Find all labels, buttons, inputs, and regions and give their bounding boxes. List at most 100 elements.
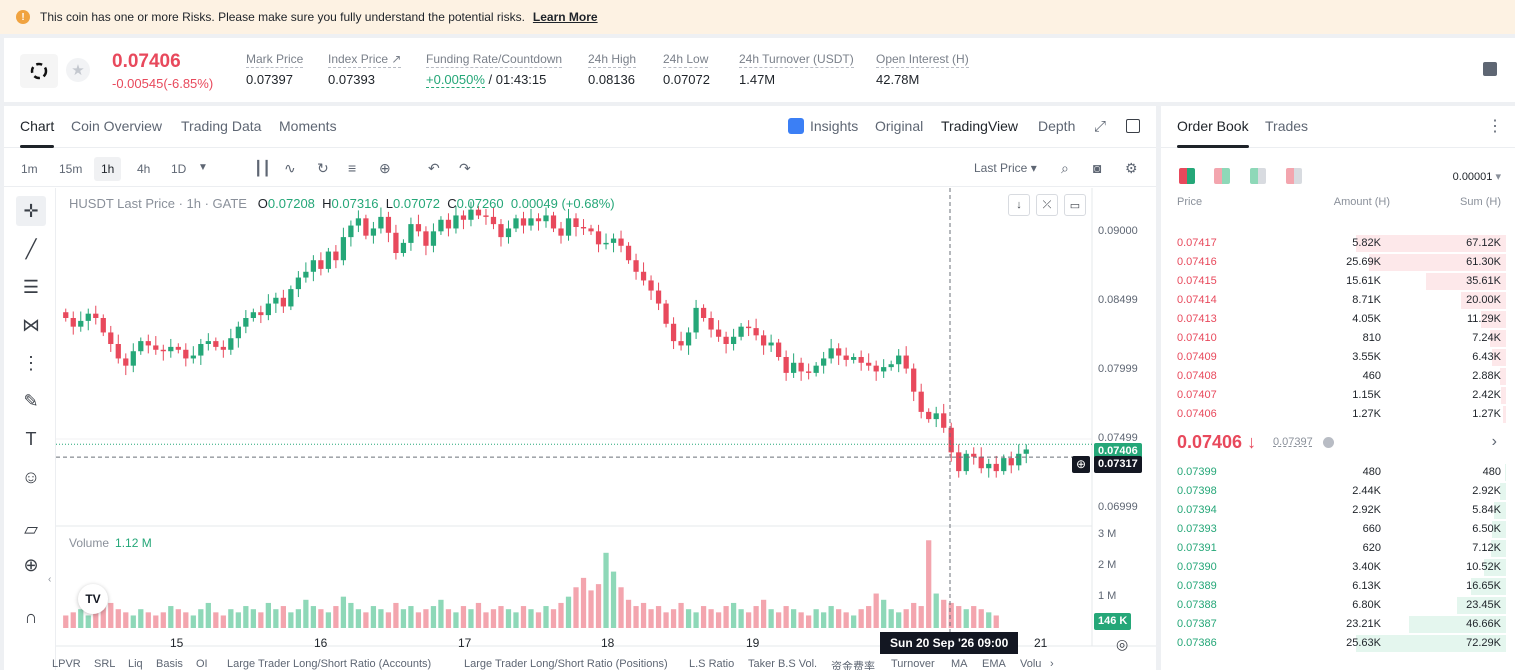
chevron-right-icon[interactable]: ›	[1491, 433, 1497, 450]
collapse-icon[interactable]: ⤫	[1036, 194, 1058, 216]
auto-scale-icon[interactable]: ◎	[1116, 636, 1129, 652]
view-split-icon[interactable]	[1214, 168, 1230, 184]
timeframe-1m[interactable]: 1m	[21, 162, 38, 176]
timeframe-1d[interactable]: 1D	[171, 162, 187, 176]
stat-mark-price[interactable]: Mark Price 0.07397	[246, 52, 304, 87]
emoji-icon[interactable]: ☺	[21, 466, 41, 487]
indicator-liq[interactable]: Liq	[128, 658, 143, 670]
redo-icon[interactable]: ↷	[459, 160, 471, 176]
insights-icon[interactable]	[788, 118, 804, 134]
bid-row[interactable]: 0.07393 660 6.50K	[1161, 520, 1506, 539]
price-chart[interactable]	[4, 106, 1156, 670]
price-type-select[interactable]: Last Price ▾	[974, 161, 1037, 175]
bid-row[interactable]: 0.07389 6.13K 16.65K	[1161, 577, 1506, 596]
indicator-ltlsr-accounts[interactable]: Large Trader Long/Short Ratio (Accounts)	[227, 658, 432, 670]
ask-row[interactable]: 0.07408 460 2.88K	[1161, 367, 1506, 386]
camera-icon[interactable]: ◙	[1093, 160, 1102, 176]
view-asks-icon[interactable]	[1286, 168, 1302, 184]
tab-insights[interactable]: Insights	[810, 118, 859, 134]
indicator-ls-ratio[interactable]: L.S Ratio	[689, 658, 735, 670]
scroll-down-icon[interactable]: ↓	[1008, 194, 1030, 216]
maximize-pane-icon[interactable]: ▭	[1064, 194, 1086, 216]
indicator-ltlsr-positions[interactable]: Large Trader Long/Short Ratio (Positions…	[464, 658, 668, 670]
tab-trades[interactable]: Trades	[1265, 118, 1309, 134]
tradingview-logo-icon[interactable]: TV	[78, 584, 108, 614]
settings-gear-icon[interactable]: ⚙	[1125, 160, 1138, 176]
indicator-srl[interactable]: SRL	[94, 658, 116, 670]
indicator-taker-bs[interactable]: Taker B.S Vol.	[748, 658, 818, 670]
volume-bar	[843, 612, 849, 628]
tab-tradingview[interactable]: TradingView	[941, 118, 1019, 134]
bid-row[interactable]: 0.07387 23.21K 46.66K	[1161, 615, 1506, 634]
timeframe-15m[interactable]: 15m	[59, 162, 83, 176]
tab-coin-overview[interactable]: Coin Overview	[71, 118, 163, 134]
bid-row[interactable]: 0.07399 480 480	[1161, 463, 1506, 482]
magnet-icon[interactable]: ∩	[24, 606, 38, 627]
view-bids-icon[interactable]	[1250, 168, 1266, 184]
ask-row[interactable]: 0.07416 25.69K 61.30K	[1161, 253, 1506, 272]
timeframe-1h[interactable]: 1h	[94, 157, 122, 181]
order-amount: 6.13K	[1352, 580, 1381, 592]
add-alert-icon[interactable]: ⊕	[1072, 456, 1090, 473]
indicator-turnover[interactable]: Turnover	[891, 658, 935, 670]
tab-chart[interactable]: Chart	[10, 118, 64, 148]
candle-type-icon[interactable]: ┃┃	[254, 160, 271, 176]
precision-select[interactable]: 0.00001 ▾	[1452, 171, 1501, 183]
ask-row[interactable]: 0.07414 8.71K 20.00K	[1161, 291, 1506, 310]
ask-row[interactable]: 0.07415 15.61K 35.61K	[1161, 272, 1506, 291]
stat-index-price[interactable]: Index Price ↗ 0.07393	[328, 52, 402, 87]
expand-icon[interactable]: ⤢	[1094, 118, 1107, 135]
more-options-icon[interactable]: ⋮	[1487, 118, 1503, 135]
ask-row[interactable]: 0.07406 1.27K 1.27K	[1161, 405, 1506, 424]
timeframe-dropdown-icon[interactable]: ▼	[198, 162, 208, 173]
bid-row[interactable]: 0.07394 2.92K 5.84K	[1161, 501, 1506, 520]
ask-row[interactable]: 0.07417 5.82K 67.12K	[1161, 234, 1506, 253]
trendline-icon[interactable]: ╱	[25, 238, 37, 259]
indicator-funding-rate[interactable]: 资金费率	[831, 661, 875, 670]
indicator-ema[interactable]: EMA	[982, 658, 1006, 670]
fullscreen-icon[interactable]	[1126, 119, 1140, 133]
favorite-star-icon[interactable]: ★	[66, 58, 90, 82]
ask-row[interactable]: 0.07409 3.55K 6.43K	[1161, 348, 1506, 367]
indicator-ma[interactable]: MA	[951, 658, 968, 670]
tab-original[interactable]: Original	[875, 118, 924, 134]
indicator-lpvr[interactable]: LPVR	[52, 658, 81, 670]
bid-row[interactable]: 0.07391 620 7.12K	[1161, 539, 1506, 558]
bid-row[interactable]: 0.07388 6.80K 23.45K	[1161, 596, 1506, 615]
tab-trading-data[interactable]: Trading Data	[181, 118, 262, 134]
stat-funding-rate[interactable]: Funding Rate/Countdown +0.0050% / 01:43:…	[426, 52, 563, 88]
learn-more-link[interactable]: Learn More	[532, 10, 598, 24]
templates-icon[interactable]: ≡	[348, 160, 357, 176]
text-icon[interactable]: T	[25, 428, 37, 449]
chevron-right-icon[interactable]: ›	[1050, 658, 1054, 670]
ask-row[interactable]: 0.07413 4.05K 11.29K	[1161, 310, 1506, 329]
tab-depth[interactable]: Depth	[1038, 118, 1076, 134]
measure-icon[interactable]: ⋮	[22, 352, 40, 373]
search-icon[interactable]: ⌕	[1061, 160, 1069, 176]
tab-moments[interactable]: Moments	[279, 118, 337, 134]
indicator-volume[interactable]: Volu	[1020, 658, 1042, 670]
pattern-icon[interactable]: ⋈	[22, 314, 40, 335]
collapse-left-icon[interactable]: ‹	[48, 574, 52, 585]
bid-row[interactable]: 0.07398 2.44K 2.92K	[1161, 482, 1506, 501]
crosshair-icon[interactable]: ✛	[16, 196, 46, 226]
guide-book-icon[interactable]	[1483, 62, 1497, 76]
ask-row[interactable]: 0.07407 1.15K 2.42K	[1161, 386, 1506, 405]
zoom-in-icon[interactable]: ⊕	[23, 554, 39, 575]
indicators-icon[interactable]: ∿	[284, 160, 296, 176]
timeframe-4h[interactable]: 4h	[137, 162, 151, 176]
indicator-oi[interactable]: OI	[196, 658, 208, 670]
replay-icon[interactable]: ↻	[317, 160, 329, 176]
add-indicator-icon[interactable]: ⊕	[379, 160, 391, 176]
indicator-basis[interactable]: Basis	[156, 658, 183, 670]
bid-row[interactable]: 0.07386 25.63K 72.29K	[1161, 634, 1506, 653]
brush-icon[interactable]: ✎	[23, 390, 39, 411]
ask-row[interactable]: 0.07410 810 7.24K	[1161, 329, 1506, 348]
view-both-icon[interactable]	[1179, 168, 1195, 184]
ruler-icon[interactable]: ▱	[24, 518, 38, 539]
undo-icon[interactable]: ↶	[428, 160, 440, 176]
tab-order-book[interactable]: Order Book	[1167, 118, 1259, 148]
bid-row[interactable]: 0.07390 3.40K 10.52K	[1161, 558, 1506, 577]
fib-icon[interactable]: ☰	[22, 276, 40, 297]
stat-open-interest[interactable]: Open Interest (H) 42.78M	[876, 52, 969, 87]
